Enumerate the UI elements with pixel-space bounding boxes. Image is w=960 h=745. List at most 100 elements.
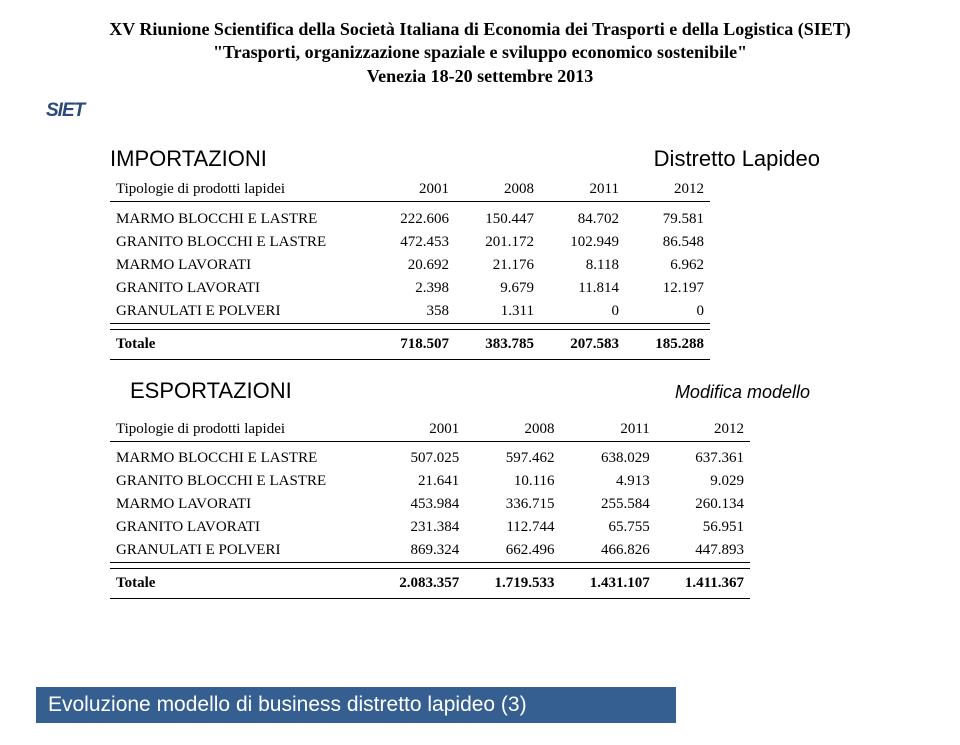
import-cell: 11.814 bbox=[540, 277, 625, 300]
import-cell: 2.398 bbox=[370, 277, 455, 300]
import-row-0: MARMO BLOCCHI E LASTRE 222.606 150.447 8… bbox=[110, 208, 710, 231]
import-cell: 222.606 bbox=[370, 208, 455, 231]
export-cell: 10.116 bbox=[465, 470, 560, 493]
export-cell: 4.913 bbox=[561, 470, 656, 493]
export-cell: 637.361 bbox=[656, 447, 750, 470]
export-total-cell: 1.411.367 bbox=[656, 569, 750, 599]
export-total-row: Totale 2.083.357 1.719.533 1.431.107 1.4… bbox=[110, 569, 750, 599]
export-row-1: GRANITO BLOCCHI E LASTRE 21.641 10.116 4… bbox=[110, 470, 750, 493]
logo-text: SIET bbox=[46, 100, 84, 122]
import-cell: 201.172 bbox=[455, 231, 540, 254]
import-cell: 0 bbox=[540, 300, 625, 324]
export-cell: 56.951 bbox=[656, 516, 750, 539]
import-row-4: GRANULATI E POLVERI 358 1.311 0 0 bbox=[110, 300, 710, 324]
export-total-cell: 1.719.533 bbox=[465, 569, 560, 599]
export-table: Tipologie di prodotti lapidei 2001 2008 … bbox=[110, 418, 750, 600]
import-year-3: 2012 bbox=[625, 178, 710, 202]
import-row-label: GRANITO BLOCCHI E LASTRE bbox=[110, 231, 370, 254]
export-year-1: 2008 bbox=[465, 418, 560, 442]
import-section-header: IMPORTAZIONI Distretto Lapideo bbox=[110, 146, 900, 172]
export-cell: 231.384 bbox=[370, 516, 465, 539]
footer-bar: Evoluzione modello di business distretto… bbox=[36, 687, 676, 723]
export-header-label: Tipologie di prodotti lapidei bbox=[110, 418, 370, 442]
import-title: IMPORTAZIONI bbox=[110, 146, 267, 172]
export-total-label: Totale bbox=[110, 569, 370, 599]
export-cell: 9.029 bbox=[656, 470, 750, 493]
export-section-header: ESPORTAZIONI Modifica modello bbox=[110, 378, 900, 404]
export-cell: 21.641 bbox=[370, 470, 465, 493]
export-row-2: MARMO LAVORATI 453.984 336.715 255.584 2… bbox=[110, 493, 750, 516]
export-row-label: MARMO BLOCCHI E LASTRE bbox=[110, 447, 370, 470]
import-cell: 21.176 bbox=[455, 254, 540, 277]
export-cell: 447.893 bbox=[656, 539, 750, 563]
export-cell: 638.029 bbox=[561, 447, 656, 470]
import-total-label: Totale bbox=[110, 329, 370, 359]
import-row-label: MARMO LAVORATI bbox=[110, 254, 370, 277]
import-cell: 84.702 bbox=[540, 208, 625, 231]
import-row-label: MARMO BLOCCHI E LASTRE bbox=[110, 208, 370, 231]
export-cell: 255.584 bbox=[561, 493, 656, 516]
import-row-2: MARMO LAVORATI 20.692 21.176 8.118 6.962 bbox=[110, 254, 710, 277]
import-header-row: Tipologie di prodotti lapidei 2001 2008 … bbox=[110, 178, 710, 202]
import-cell: 102.949 bbox=[540, 231, 625, 254]
import-year-2: 2011 bbox=[540, 178, 625, 202]
export-year-3: 2012 bbox=[656, 418, 750, 442]
import-cell: 20.692 bbox=[370, 254, 455, 277]
export-cell: 869.324 bbox=[370, 539, 465, 563]
import-cell: 9.679 bbox=[455, 277, 540, 300]
export-year-2: 2011 bbox=[561, 418, 656, 442]
import-total-cell: 383.785 bbox=[455, 329, 540, 359]
import-row-label: GRANITO LAVORATI bbox=[110, 277, 370, 300]
import-total-cell: 718.507 bbox=[370, 329, 455, 359]
export-row-label: GRANITO LAVORATI bbox=[110, 516, 370, 539]
export-cell: 260.134 bbox=[656, 493, 750, 516]
export-header-row: Tipologie di prodotti lapidei 2001 2008 … bbox=[110, 418, 750, 442]
import-cell: 79.581 bbox=[625, 208, 710, 231]
export-cell: 662.496 bbox=[465, 539, 560, 563]
header-line2: "Trasporti, organizzazione spaziale e sv… bbox=[40, 41, 920, 64]
header-line1: XV Riunione Scientifica della Società It… bbox=[40, 18, 920, 41]
export-cell: 466.826 bbox=[561, 539, 656, 563]
export-cell: 597.462 bbox=[465, 447, 560, 470]
import-cell: 86.548 bbox=[625, 231, 710, 254]
export-total-cell: 1.431.107 bbox=[561, 569, 656, 599]
import-row-1: GRANITO BLOCCHI E LASTRE 472.453 201.172… bbox=[110, 231, 710, 254]
export-cell: 453.984 bbox=[370, 493, 465, 516]
header-line3: Venezia 18-20 settembre 2013 bbox=[40, 65, 920, 88]
import-cell: 472.453 bbox=[370, 231, 455, 254]
export-row-label: GRANITO BLOCCHI E LASTRE bbox=[110, 470, 370, 493]
import-row-label: GRANULATI E POLVERI bbox=[110, 300, 370, 324]
content-region: IMPORTAZIONI Distretto Lapideo Tipologie… bbox=[0, 146, 960, 599]
export-title: ESPORTAZIONI bbox=[110, 378, 292, 404]
export-right-label: Modifica modello bbox=[675, 382, 810, 403]
import-total-cell: 185.288 bbox=[625, 329, 710, 359]
import-cell: 12.197 bbox=[625, 277, 710, 300]
import-row-3: GRANITO LAVORATI 2.398 9.679 11.814 12.1… bbox=[110, 277, 710, 300]
import-cell: 6.962 bbox=[625, 254, 710, 277]
export-cell: 112.744 bbox=[465, 516, 560, 539]
export-row-3: GRANITO LAVORATI 231.384 112.744 65.755 … bbox=[110, 516, 750, 539]
export-cell: 65.755 bbox=[561, 516, 656, 539]
export-year-0: 2001 bbox=[370, 418, 465, 442]
export-total-cell: 2.083.357 bbox=[370, 569, 465, 599]
import-year-1: 2008 bbox=[455, 178, 540, 202]
import-table: Tipologie di prodotti lapidei 2001 2008 … bbox=[110, 178, 710, 360]
export-row-label: GRANULATI E POLVERI bbox=[110, 539, 370, 563]
logo-row: SIET bbox=[0, 92, 960, 122]
import-cell: 0 bbox=[625, 300, 710, 324]
import-right-label: Distretto Lapideo bbox=[654, 146, 820, 172]
import-year-0: 2001 bbox=[370, 178, 455, 202]
import-total-row: Totale 718.507 383.785 207.583 185.288 bbox=[110, 329, 710, 359]
import-total-cell: 207.583 bbox=[540, 329, 625, 359]
import-cell: 8.118 bbox=[540, 254, 625, 277]
export-row-0: MARMO BLOCCHI E LASTRE 507.025 597.462 6… bbox=[110, 447, 750, 470]
page-header: XV Riunione Scientifica della Società It… bbox=[0, 0, 960, 96]
export-row-label: MARMO LAVORATI bbox=[110, 493, 370, 516]
import-header-label: Tipologie di prodotti lapidei bbox=[110, 178, 370, 202]
import-cell: 1.311 bbox=[455, 300, 540, 324]
import-cell: 358 bbox=[370, 300, 455, 324]
export-cell: 336.715 bbox=[465, 493, 560, 516]
import-cell: 150.447 bbox=[455, 208, 540, 231]
export-cell: 507.025 bbox=[370, 447, 465, 470]
export-row-4: GRANULATI E POLVERI 869.324 662.496 466.… bbox=[110, 539, 750, 563]
